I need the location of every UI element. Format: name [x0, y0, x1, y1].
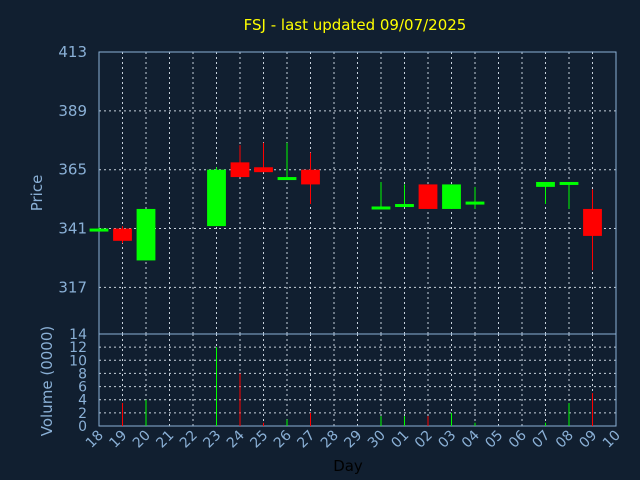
- candle-body: [136, 208, 156, 261]
- day-tick-label: 06: [506, 427, 530, 451]
- day-tick-label: 10: [600, 428, 624, 452]
- day-tick-label: 20: [130, 428, 154, 452]
- day-tick-label: 05: [482, 428, 506, 452]
- volume-grid: [98, 333, 617, 427]
- day-axis-ticks: 18 19 20 21 22 23 24 25 26 27 28 29 30 01 02 03 04 05 06 07…: [83, 427, 624, 451]
- day-tick-label: 27: [294, 428, 318, 452]
- price-grid: [98, 51, 617, 334]
- candle-body: [89, 228, 109, 232]
- volume-tick-label: 12: [69, 340, 87, 356]
- day-tick-label: 07: [529, 428, 553, 452]
- candle-body: [113, 228, 132, 241]
- candle-body: [230, 162, 250, 178]
- volume-axis-label: Volume (0000): [38, 326, 56, 436]
- volume-bars: [122, 347, 593, 426]
- day-tick-label: 19: [106, 428, 130, 452]
- volume-plot-frame: [98, 333, 617, 427]
- day-tick-label: 03: [435, 428, 459, 452]
- day-tick-label: 02: [412, 428, 436, 452]
- day-tick-label: 25: [247, 428, 271, 452]
- volume-tick-label: 10: [69, 353, 87, 369]
- candle-body: [395, 204, 414, 208]
- candle-body: [207, 169, 226, 227]
- volume-tick-label: 0: [78, 419, 87, 435]
- candle-body: [277, 177, 297, 181]
- candles: [89, 142, 602, 271]
- day-axis-label: Day: [333, 457, 363, 475]
- candle-body: [559, 181, 579, 185]
- day-tick-label: 22: [177, 428, 201, 452]
- price-tick-label: 365: [58, 161, 87, 179]
- candle-body: [418, 184, 438, 209]
- price-tick-label: 341: [58, 220, 87, 238]
- day-tick-label: 21: [153, 428, 177, 452]
- day-tick-label: 08: [553, 428, 577, 452]
- volume-tick-label: 14: [69, 327, 87, 343]
- candle-body: [371, 206, 391, 210]
- chart-title: FSJ - last updated 09/07/2025: [244, 16, 467, 34]
- day-tick-label: 28: [318, 428, 342, 452]
- volume-tick-label: 8: [78, 366, 87, 382]
- candle-body: [465, 201, 485, 205]
- day-tick-label: 09: [576, 428, 600, 452]
- candle-body: [254, 167, 273, 173]
- day-tick-label: 30: [365, 428, 389, 452]
- price-tick-label: 317: [58, 278, 87, 296]
- volume-tick-label: 2: [78, 406, 87, 422]
- candle-body: [536, 181, 555, 187]
- candle-body: [442, 184, 461, 209]
- volume-tick-label: 6: [78, 380, 87, 396]
- day-tick-label: 01: [388, 428, 412, 452]
- price-tick-label: 389: [58, 102, 87, 120]
- day-tick-label: 04: [459, 427, 483, 451]
- price-axis-label: Price: [28, 175, 46, 212]
- price-tick-label: 413: [58, 43, 87, 61]
- day-tick-label: 24: [224, 427, 248, 451]
- day-tick-label: 29: [341, 428, 365, 452]
- volume-tick-label: 4: [78, 393, 87, 409]
- day-tick-label: 23: [200, 428, 224, 452]
- day-tick-label: 26: [271, 427, 295, 451]
- price-axis-ticks: 413 389 365 341 317: [58, 43, 87, 296]
- candle-body: [301, 169, 320, 185]
- candle-body: [583, 208, 602, 236]
